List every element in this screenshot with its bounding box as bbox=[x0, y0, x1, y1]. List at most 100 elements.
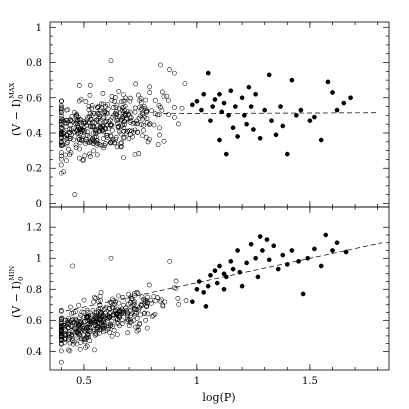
top-open-point bbox=[166, 112, 171, 117]
bottom-open-point bbox=[79, 328, 85, 334]
bottom-open-point bbox=[97, 293, 103, 299]
bottom-open-point bbox=[125, 309, 130, 315]
bottom-open-point bbox=[106, 314, 112, 320]
top-open-point bbox=[81, 127, 87, 133]
bottom-open-point bbox=[125, 297, 131, 303]
top-filled-point bbox=[262, 107, 268, 113]
bottom-open-point bbox=[92, 347, 97, 353]
top-filled-point bbox=[244, 121, 249, 127]
top-open-point bbox=[87, 151, 93, 157]
top-ytick-label: 0.6 bbox=[26, 93, 42, 104]
bottom-open-point bbox=[107, 321, 113, 327]
bottom-open-point bbox=[111, 327, 117, 333]
top-open-point bbox=[87, 92, 93, 98]
top-open-point bbox=[165, 98, 171, 103]
top-open-point bbox=[108, 76, 114, 82]
bottom-open-point bbox=[125, 313, 130, 319]
top-filled-point bbox=[251, 127, 256, 132]
top-open-point bbox=[157, 104, 163, 110]
bottom-open-point bbox=[97, 320, 103, 326]
top-open-point bbox=[67, 136, 73, 142]
bottom-open-point bbox=[115, 306, 120, 312]
top-open-point bbox=[90, 124, 95, 130]
bottom-open-point bbox=[72, 319, 78, 325]
top-open-point bbox=[86, 107, 92, 113]
bottom-ytick-label: 1.2 bbox=[26, 223, 42, 234]
top-open-point bbox=[128, 118, 134, 124]
bottom-open-point bbox=[143, 304, 149, 309]
top-open-point bbox=[58, 116, 64, 121]
bottom-filled-point bbox=[239, 283, 245, 289]
top-open-point bbox=[94, 152, 100, 158]
top-scatter-filled bbox=[190, 70, 353, 157]
bottom-open-point bbox=[63, 336, 69, 342]
bottom-open-point bbox=[97, 302, 103, 308]
top-open-point bbox=[159, 89, 165, 95]
bottom-open-point bbox=[107, 323, 113, 329]
bottom-open-point bbox=[72, 339, 77, 345]
bottom-open-point bbox=[119, 317, 125, 323]
top-filled-point bbox=[284, 151, 290, 157]
top-open-point bbox=[95, 105, 101, 111]
top-open-point bbox=[143, 97, 149, 103]
top-open-point bbox=[58, 150, 64, 155]
bottom-open-point bbox=[127, 320, 133, 325]
bottom-filled-point bbox=[264, 237, 270, 242]
bottom-open-point bbox=[132, 291, 137, 296]
top-open-point bbox=[122, 98, 128, 104]
top-open-point bbox=[134, 121, 140, 127]
top-open-point bbox=[119, 108, 125, 113]
top-open-point bbox=[155, 112, 160, 118]
bottom-open-point bbox=[143, 317, 148, 323]
top-open-point bbox=[159, 107, 165, 113]
bottom-open-point bbox=[69, 333, 74, 339]
top-filled-point bbox=[232, 104, 238, 109]
top-open-point bbox=[98, 124, 103, 130]
bottom-open-point bbox=[144, 325, 150, 331]
bottom-open-point bbox=[139, 302, 145, 308]
bottom-open-point bbox=[66, 316, 71, 321]
bottom-open-point bbox=[159, 297, 164, 303]
top-filled-point bbox=[219, 109, 225, 115]
bottom-open-point bbox=[101, 329, 107, 335]
top-open-point bbox=[102, 143, 108, 148]
bottom-open-point bbox=[113, 299, 118, 305]
bottom-filled-point bbox=[205, 283, 211, 289]
bottom-open-point bbox=[146, 282, 152, 288]
top-filled-point bbox=[278, 104, 283, 109]
bottom-open-point bbox=[76, 302, 82, 308]
top-open-point bbox=[136, 92, 141, 98]
bottom-open-point bbox=[138, 302, 144, 308]
bottom-filled-point bbox=[201, 290, 207, 295]
top-open-point bbox=[87, 140, 93, 145]
bottom-open-point bbox=[77, 346, 83, 352]
top-open-point bbox=[109, 94, 115, 99]
bottom-open-point bbox=[108, 322, 114, 328]
bottom-filled-point bbox=[260, 248, 265, 253]
bottom-filled-point bbox=[318, 263, 324, 269]
bottom-open-point bbox=[113, 311, 119, 317]
bottom-open-point bbox=[175, 296, 181, 301]
top-open-point bbox=[77, 137, 82, 142]
bottom-open-point bbox=[69, 311, 74, 316]
bottom-open-point bbox=[136, 307, 142, 313]
bottom-filled-point bbox=[203, 304, 209, 309]
top-open-point bbox=[141, 127, 146, 133]
top-open-point bbox=[77, 117, 83, 122]
bottom-open-point bbox=[87, 319, 92, 325]
top-ytick-label: 0 bbox=[36, 199, 42, 210]
x-axis-title: log(P) bbox=[202, 391, 235, 404]
bottom-filled-point bbox=[221, 286, 227, 292]
top-open-point bbox=[73, 142, 79, 148]
top-filled-point bbox=[190, 102, 195, 108]
bottom-filled-point bbox=[194, 286, 200, 292]
top-open-point bbox=[179, 105, 185, 111]
top-open-point bbox=[65, 140, 71, 146]
bottom-open-point bbox=[124, 316, 130, 322]
top-open-point bbox=[92, 139, 98, 145]
top-open-point bbox=[157, 132, 162, 138]
top-filled-point bbox=[208, 118, 213, 124]
top-open-point bbox=[127, 119, 133, 125]
top-open-point bbox=[164, 93, 170, 99]
top-open-point bbox=[120, 92, 126, 97]
